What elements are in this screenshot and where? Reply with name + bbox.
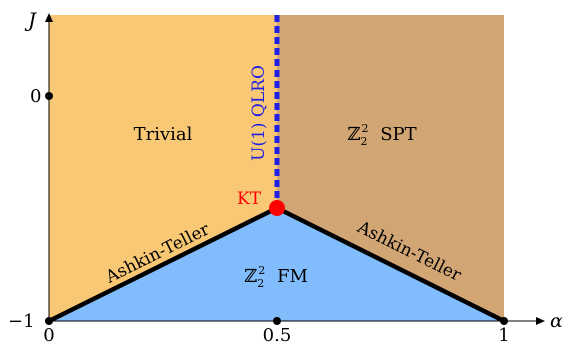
trivial-label: Trivial	[134, 124, 193, 145]
x-tick-label-0: 0	[43, 325, 54, 345]
trivial-region	[49, 15, 277, 321]
fm-label-sup: 2	[258, 264, 265, 277]
fm-region	[49, 208, 504, 321]
x-tick-label-1: 1	[498, 325, 509, 345]
origin-dot	[45, 317, 53, 325]
y-axis-arrow	[45, 13, 53, 22]
y-tick-label-0: 0	[30, 86, 41, 107]
spt-label-text: SPT	[380, 124, 416, 145]
fm-label-text: FM	[277, 266, 308, 287]
qlro-label: U(1) QLRO	[249, 65, 269, 161]
x-tick-half-dot	[273, 317, 281, 325]
x-axis-arrow	[536, 317, 545, 325]
fm-label: ℤ22 FM	[244, 264, 308, 290]
ashkin-teller-right-line	[275, 205, 506, 324]
x-tick-1-dot	[500, 317, 508, 325]
kt-label: KT	[237, 189, 262, 209]
kt-point	[269, 200, 285, 216]
y-axis-label: J	[24, 8, 37, 32]
fm-label-sub: 2	[257, 277, 264, 290]
spt-label-symbol: ℤ	[347, 124, 360, 145]
fm-label-symbol: ℤ	[244, 266, 257, 287]
spt-region	[277, 15, 504, 321]
y-tick-0-dot	[45, 92, 53, 100]
ashkin-teller-left-line	[48, 205, 278, 324]
spt-label-sup: 2	[361, 122, 368, 135]
y-tick-label-neg1: −1	[8, 311, 35, 332]
spt-label: ℤ22 SPT	[347, 122, 416, 148]
x-tick-label-half: 0.5	[263, 325, 292, 345]
spt-label-sub: 2	[360, 135, 367, 148]
x-axis-label: α	[550, 310, 563, 332]
